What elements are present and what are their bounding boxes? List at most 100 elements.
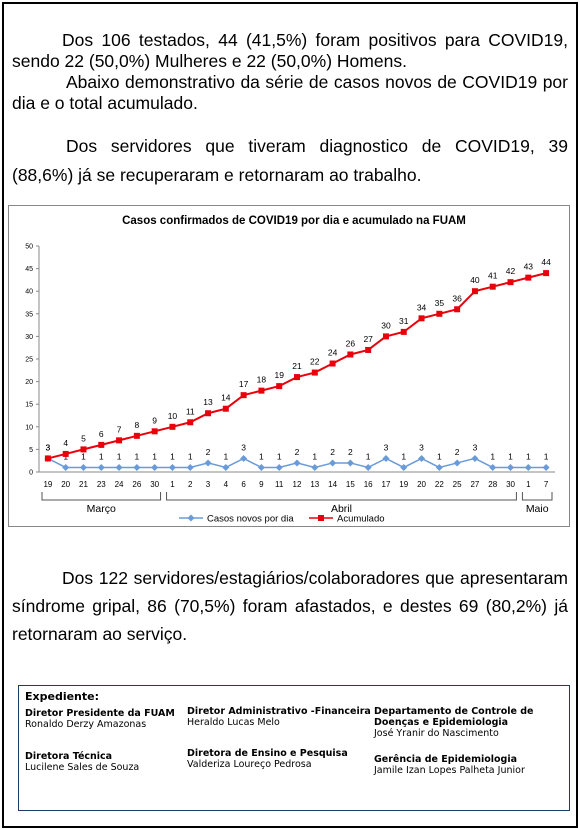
x-tick-label: 20 bbox=[417, 480, 426, 489]
point bbox=[489, 463, 497, 471]
data-label: 1 bbox=[544, 451, 549, 461]
point bbox=[116, 437, 123, 444]
group-bracket bbox=[41, 492, 162, 501]
data-label: 40 bbox=[470, 275, 480, 285]
x-tick-label: 13 bbox=[310, 480, 319, 489]
x-tick-label: 22 bbox=[435, 480, 444, 489]
y-tick-label: 30 bbox=[25, 334, 33, 341]
point bbox=[311, 369, 318, 376]
legend-label: Acumulado bbox=[337, 514, 385, 525]
data-label: 7 bbox=[117, 424, 122, 434]
x-tick-label: 16 bbox=[364, 480, 373, 489]
data-label: 2 bbox=[330, 447, 335, 457]
data-label: 1 bbox=[437, 451, 442, 461]
data-label: 1 bbox=[312, 451, 317, 461]
data-label: 3 bbox=[384, 442, 389, 452]
data-label: 13 bbox=[203, 397, 213, 407]
data-label: 17 bbox=[239, 379, 249, 389]
y-tick-label: 40 bbox=[25, 289, 33, 296]
point bbox=[240, 454, 248, 462]
x-tick-label: 12 bbox=[293, 480, 302, 489]
point bbox=[133, 463, 141, 471]
data-label: 26 bbox=[346, 338, 356, 348]
x-tick-label: 21 bbox=[79, 480, 88, 489]
point bbox=[346, 459, 354, 467]
data-label: 8 bbox=[134, 420, 139, 430]
y-tick-label: 45 bbox=[25, 266, 33, 273]
point bbox=[329, 360, 336, 367]
point bbox=[44, 455, 51, 462]
point bbox=[275, 463, 283, 471]
data-label: 1 bbox=[99, 451, 104, 461]
y-tick-label: 5 bbox=[29, 447, 33, 454]
point bbox=[187, 419, 194, 426]
point bbox=[294, 374, 300, 381]
point bbox=[525, 274, 532, 281]
point bbox=[257, 463, 265, 471]
staff-name: Ronaldo Derzy Amazonas bbox=[25, 719, 147, 730]
point bbox=[205, 410, 212, 417]
point bbox=[435, 463, 443, 471]
staff-name: Valderiza Loureço Pedrosa bbox=[187, 759, 312, 770]
point bbox=[382, 333, 389, 340]
point bbox=[489, 283, 496, 290]
point bbox=[507, 279, 514, 286]
x-tick-label: 24 bbox=[115, 480, 124, 489]
point bbox=[365, 346, 372, 353]
data-label: 27 bbox=[363, 334, 373, 344]
group-bracket bbox=[521, 492, 553, 501]
y-tick-label: 15 bbox=[25, 402, 33, 409]
x-tick-label: 25 bbox=[453, 480, 462, 489]
data-label: 44 bbox=[541, 257, 551, 267]
data-label: 14 bbox=[221, 393, 231, 403]
expediente-box: Expediente: Diretor Presidente da FUAM Ro… bbox=[18, 685, 570, 811]
data-label: 30 bbox=[381, 320, 391, 330]
data-label: 42 bbox=[506, 266, 516, 276]
data-label: 1 bbox=[223, 451, 228, 461]
data-label: 2 bbox=[348, 447, 353, 457]
point bbox=[79, 463, 87, 471]
point bbox=[115, 463, 123, 471]
point bbox=[418, 454, 426, 462]
data-label: 4 bbox=[63, 438, 68, 448]
data-label: 6 bbox=[99, 429, 104, 439]
y-tick-label: 10 bbox=[25, 424, 33, 431]
data-label: 2 bbox=[295, 447, 300, 457]
paragraph: Abaixo demonstrativo da série de casos n… bbox=[12, 72, 568, 113]
point bbox=[418, 315, 425, 322]
data-label: 43 bbox=[524, 262, 534, 272]
data-label: 31 bbox=[399, 316, 409, 326]
data-label: 1 bbox=[117, 451, 122, 461]
x-tick-label: 1 bbox=[526, 480, 531, 489]
y-tick-label: 20 bbox=[25, 379, 33, 386]
x-tick-label: 1 bbox=[170, 480, 175, 489]
point bbox=[311, 463, 319, 471]
point bbox=[347, 351, 354, 358]
staff-name: Heraldo Lucas Melo bbox=[187, 717, 280, 728]
data-label: 2 bbox=[206, 447, 211, 457]
point bbox=[62, 463, 70, 471]
staff-name: José Yranir do Nascimento bbox=[374, 728, 499, 739]
data-label: 35 bbox=[435, 298, 445, 308]
data-label: 5 bbox=[81, 433, 86, 443]
chart: Casos confirmados de COVID19 por dia e a… bbox=[25, 215, 555, 525]
paragraph: Dos 106 testados, 44 (41,5%) foram posit… bbox=[12, 30, 568, 71]
point bbox=[524, 463, 532, 471]
point bbox=[276, 383, 283, 390]
data-label: 1 bbox=[366, 451, 371, 461]
data-label: 1 bbox=[259, 451, 264, 461]
point bbox=[133, 432, 140, 439]
staff-name: Jamile Izan Lopes Palheta Junior bbox=[374, 765, 525, 776]
point bbox=[542, 463, 550, 471]
legend-label: Casos novos por dia bbox=[207, 514, 294, 525]
data-label: 3 bbox=[46, 442, 51, 452]
data-label: 2 bbox=[455, 447, 460, 457]
legend-marker bbox=[318, 515, 324, 521]
y-tick-label: 50 bbox=[25, 244, 33, 251]
data-label: 1 bbox=[490, 451, 495, 461]
data-label: 36 bbox=[452, 293, 462, 303]
point bbox=[436, 310, 443, 317]
point bbox=[507, 463, 515, 471]
data-label: 3 bbox=[473, 442, 478, 452]
point bbox=[543, 270, 550, 277]
